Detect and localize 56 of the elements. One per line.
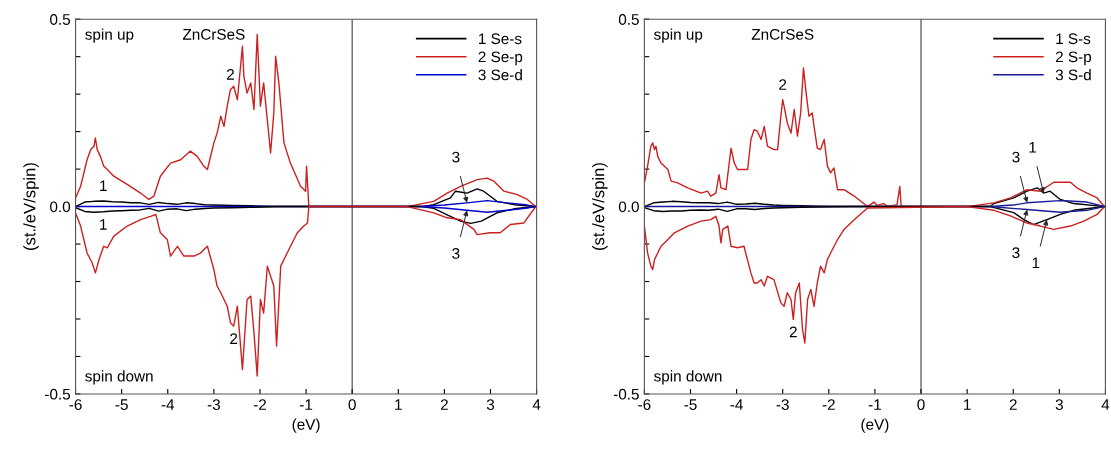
legend-label: 1 S-s bbox=[1056, 33, 1091, 45]
y-tick-label: 0.5 bbox=[618, 14, 639, 25]
annotation: 3 bbox=[452, 151, 460, 163]
legend-label: 1 Se-s bbox=[479, 33, 522, 45]
annotation: 1 bbox=[1029, 142, 1037, 153]
annotation: 1 bbox=[100, 180, 107, 191]
x-tick-label: 0 bbox=[348, 399, 356, 411]
x-tick-label: 1 bbox=[964, 399, 971, 410]
chart-title: ZnCrSeS bbox=[182, 28, 245, 40]
x-tick-label: 2 bbox=[1009, 399, 1017, 410]
y-tick-label: -0.5 bbox=[45, 388, 71, 400]
annotation: 3 bbox=[1012, 151, 1020, 163]
x-tick-label: -5 bbox=[684, 399, 697, 411]
x-tick-label: 3 bbox=[1055, 399, 1063, 411]
annotation: 2 bbox=[789, 326, 797, 338]
y-tick-label: 0.5 bbox=[50, 14, 71, 25]
x-tick-label: -3 bbox=[207, 399, 220, 411]
y-axis-title: (st./eV/spin) bbox=[592, 163, 608, 250]
chart-title: ZnCrSeS bbox=[751, 28, 814, 40]
y-axis-title: (st./eV/spin) bbox=[23, 163, 39, 250]
x-tick-label: -5 bbox=[115, 399, 128, 411]
x-tick-label: -2 bbox=[822, 399, 835, 410]
x-tick-label: -2 bbox=[253, 399, 266, 410]
x-tick-label: 4 bbox=[532, 399, 541, 410]
x-tick-label: -3 bbox=[776, 399, 789, 411]
annotation: spin up bbox=[654, 28, 703, 43]
y-tick-label: -0.5 bbox=[613, 388, 639, 400]
x-tick-label: -6 bbox=[638, 399, 651, 411]
annotation: 2 bbox=[779, 79, 787, 90]
x-tick-label: -4 bbox=[730, 399, 743, 410]
annotation: 3 bbox=[1012, 247, 1020, 259]
y-tick-label: 0.0 bbox=[618, 201, 639, 213]
annotation: 1 bbox=[1032, 257, 1040, 269]
x-tick-label: 0 bbox=[917, 399, 925, 411]
x-tick-label: 4 bbox=[1101, 399, 1110, 410]
legend-label: 2 Se-p bbox=[478, 51, 523, 66]
x-tick-label: -6 bbox=[69, 399, 82, 411]
x-tick-label: 2 bbox=[440, 399, 448, 410]
x-tick-label: -4 bbox=[161, 399, 175, 410]
annotation: spin down bbox=[654, 370, 722, 385]
x-tick-label: -1 bbox=[868, 399, 881, 410]
annotation: 2 bbox=[230, 333, 238, 344]
annotation: 3 bbox=[452, 248, 460, 259]
x-tick-label: -1 bbox=[299, 399, 313, 410]
legend-label: 3 S-d bbox=[1055, 69, 1091, 81]
annotation: spin down bbox=[85, 370, 153, 385]
legend-label: 3 Se-d bbox=[478, 69, 522, 81]
x-axis-title: (eV) bbox=[861, 418, 889, 433]
annotation: spin up bbox=[85, 28, 134, 43]
x-axis-title: (eV) bbox=[292, 418, 320, 433]
x-tick-label: 3 bbox=[486, 399, 495, 411]
legend-label: 2 S-p bbox=[1055, 51, 1092, 66]
x-tick-label: 1 bbox=[395, 399, 402, 410]
annotation: 1 bbox=[100, 219, 107, 230]
annotation: 2 bbox=[226, 69, 234, 80]
y-tick-label: 0.0 bbox=[50, 201, 71, 213]
